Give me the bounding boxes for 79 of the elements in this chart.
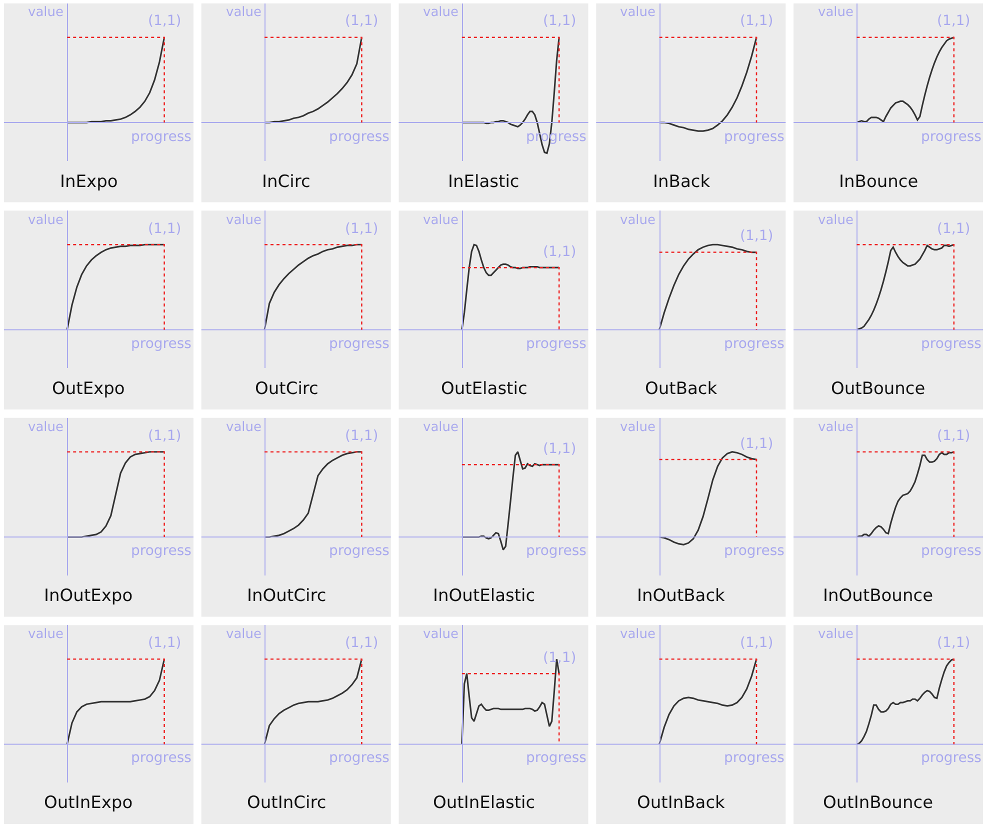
text: InOutElastic [433, 586, 536, 606]
text: (1,1) [937, 221, 970, 237]
y-axis-title: value [818, 420, 854, 435]
x-axis-title: progress [921, 750, 982, 766]
text: (1,1) [148, 428, 182, 444]
y-axis-title: value [620, 5, 656, 20]
y-axis-title: value [818, 5, 854, 20]
x-axis-title: progress [921, 129, 982, 145]
text: OutInExpo [44, 793, 133, 813]
y-axis-title: value [28, 627, 64, 642]
text: (1,1) [345, 635, 378, 651]
text: (1,1) [740, 13, 774, 29]
x-axis-title: progress [526, 750, 586, 766]
y-axis-title: value [28, 5, 64, 20]
text: (1,1) [740, 228, 774, 244]
y-axis-title: value [620, 420, 656, 435]
text: OutInElastic [433, 793, 536, 813]
text: InOutBounce [823, 586, 934, 606]
text: OutInBounce [823, 793, 934, 813]
text: InBounce [839, 172, 918, 192]
y-axis-title: value [818, 213, 854, 228]
text: InOutBack [637, 586, 726, 606]
x-axis-title: progress [329, 336, 390, 352]
annotation: (1,1) [543, 244, 576, 260]
x-axis-title: progress [131, 129, 192, 145]
text: InBack [653, 172, 710, 192]
x-axis-title: progress [131, 750, 192, 766]
y-axis-title: value [620, 213, 656, 228]
text: OutElastic [441, 379, 528, 399]
x-axis-title: progress [921, 336, 982, 352]
x-axis-title: progress [131, 336, 192, 352]
y-axis-title: value [226, 5, 262, 20]
text: OutBounce [831, 379, 926, 399]
text: InExpo [60, 172, 118, 192]
x-axis-title: progress [526, 543, 586, 559]
text: (1,1) [345, 221, 378, 237]
y-axis-title: value [620, 627, 656, 642]
text: OutInBack [637, 793, 726, 813]
text: InCirc [262, 172, 310, 192]
y-axis-title: value [28, 420, 64, 435]
x-axis-title: progress [329, 543, 390, 559]
x-axis-title: progress [131, 543, 192, 559]
text: InElastic [448, 172, 520, 192]
text: (1,1) [148, 635, 182, 651]
x-axis-title: progress [724, 750, 784, 766]
y-axis-title: value [423, 213, 459, 228]
text: OutInCirc [247, 793, 326, 813]
x-axis-title: progress [329, 750, 390, 766]
x-axis-title: progress [724, 336, 784, 352]
y-axis-title: value [818, 627, 854, 642]
text: (1,1) [148, 221, 182, 237]
text: InOutExpo [44, 586, 133, 606]
y-axis-title: value [226, 213, 262, 228]
text: (1,1) [345, 428, 378, 444]
annotation: (1,1) [543, 441, 576, 457]
y-axis-title: value [423, 5, 459, 20]
x-axis-title: progress [724, 543, 784, 559]
text: (1,1) [740, 635, 774, 651]
annotation: (1,1) [740, 436, 774, 452]
y-axis-title: value [28, 213, 64, 228]
text: (1,1) [937, 13, 970, 29]
text: (1,1) [345, 13, 378, 29]
text: (1,1) [937, 635, 970, 651]
y-axis-title: value [226, 420, 262, 435]
text: (1,1) [148, 13, 182, 29]
x-axis-title: progress [329, 129, 390, 145]
y-axis-title: value [226, 627, 262, 642]
text: (1,1) [543, 13, 576, 29]
y-axis-title: value [423, 420, 459, 435]
text: OutCirc [255, 379, 318, 399]
text: (1,1) [937, 428, 970, 444]
annotation: (1,1) [543, 650, 576, 666]
text: InOutCirc [247, 586, 326, 606]
y-axis-title: value [423, 627, 459, 642]
text: OutExpo [52, 379, 125, 399]
x-axis-title: progress [724, 129, 784, 145]
text: OutBack [645, 379, 718, 399]
x-axis-title: progress [526, 336, 586, 352]
x-axis-title: progress [921, 543, 982, 559]
